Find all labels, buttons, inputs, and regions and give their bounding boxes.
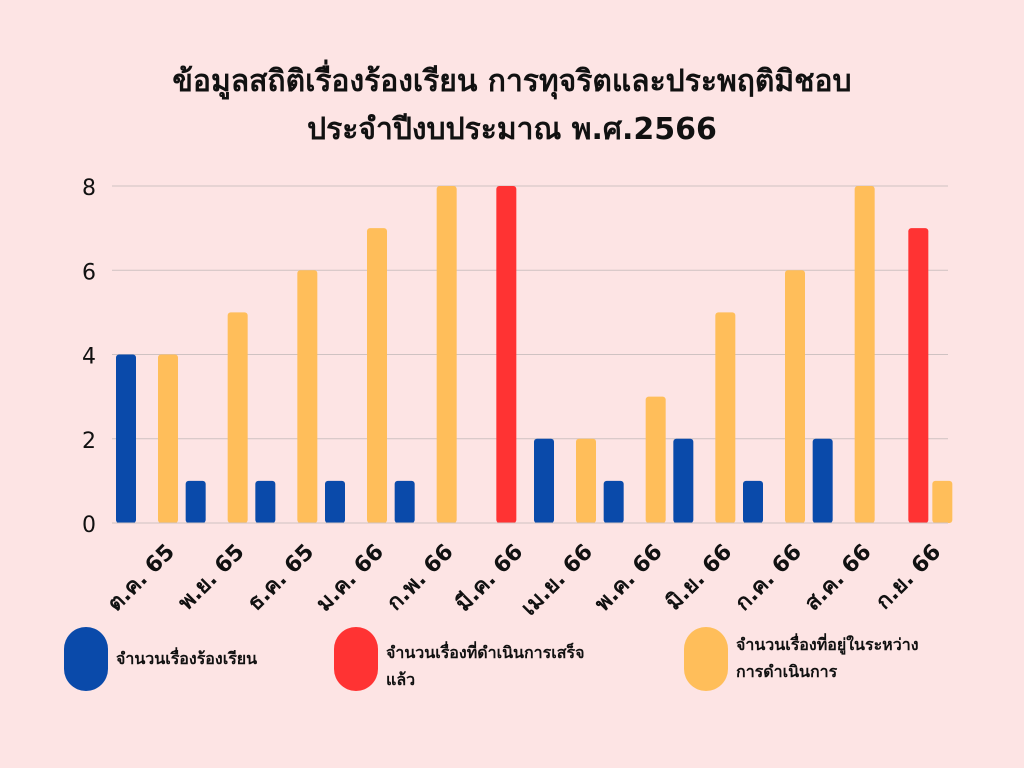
bar-complaints (812, 438, 833, 523)
bar-in-progress (854, 186, 875, 523)
legend-item-completed: จำนวนเรื่องที่ดำเนินการเสร็จ แล้ว (334, 627, 584, 693)
chart-title: ข้อมูลสถิติเรื่องร้องเรียน การทุจริตและป… (0, 58, 1024, 154)
bar-in-progress (158, 354, 178, 523)
legend-label-in-progress-line-2: การดำเนินการ (736, 662, 838, 681)
legend-swatch-completed (334, 627, 378, 691)
legend-swatch-in-progress (684, 627, 728, 691)
chart-title-line-2: ประจำปีงบประมาณ พ.ศ.2566 (307, 112, 717, 147)
bar-completed (496, 186, 517, 523)
bar-complaints (534, 438, 554, 523)
y-tick-label: 0 (82, 513, 96, 538)
legend-label-completed-line-1: จำนวนเรื่องที่ดำเนินการเสร็จ (386, 643, 585, 662)
bar-in-progress (645, 396, 666, 523)
bar-in-progress (436, 186, 457, 523)
bar-complaints (673, 438, 694, 523)
legend-label-complaints: จำนวนเรื่องร้องเรียน (116, 649, 258, 668)
y-tick-label: 6 (82, 260, 96, 285)
x-tick-label: ส.ค. 66 (800, 540, 876, 616)
bar-complaints (255, 480, 276, 523)
bar-completed (908, 228, 929, 523)
legend-label-completed-line-2: แล้ว (386, 670, 416, 689)
x-tick-label: พ.ค. 66 (590, 540, 667, 617)
legend-label-in-progress-line-1: จำนวนเรื่องที่อยู่ในระหว่าง (736, 635, 919, 654)
bar-in-progress (227, 312, 248, 523)
legend-swatch-complaints (64, 627, 108, 691)
x-tick-label: ก.ค. 66 (731, 540, 807, 616)
bar-complaints (394, 480, 415, 523)
y-tick-label: 2 (82, 429, 96, 454)
bar-complaints (185, 480, 206, 523)
x-tick-label: พ.ย. 65 (174, 540, 250, 616)
y-tick-label: 8 (82, 176, 96, 201)
x-tick-label: ม.ค. 66 (312, 540, 389, 617)
bar-complaints (743, 480, 763, 523)
bar-complaints (325, 480, 345, 523)
bar-in-progress (367, 228, 387, 523)
bar-complaints (603, 480, 624, 523)
x-tick-label: ก.พ. 66 (382, 540, 458, 616)
x-tick-label: ก.ย. 66 (871, 540, 946, 615)
bar-in-progress (297, 270, 318, 523)
legend-item-complaints: จำนวนเรื่องร้องเรียน (64, 627, 257, 691)
legend-item-in-progress: จำนวนเรื่องที่อยู่ในระหว่าง การดำเนินการ (684, 627, 919, 691)
bar-complaints (116, 354, 136, 523)
x-tick-label: มิ.ย. 66 (661, 540, 737, 616)
x-tick-label: ธ.ค. 65 (243, 540, 319, 616)
y-tick-label: 4 (82, 345, 96, 370)
bar-in-progress (715, 312, 736, 523)
bar-in-progress (785, 270, 805, 523)
x-tick-label: เม.ย. 66 (517, 540, 598, 621)
bar-in-progress (932, 480, 953, 523)
x-tick-label: ต.ค. 65 (103, 540, 180, 617)
bar-in-progress (576, 438, 596, 523)
chart-title-line-1: ข้อมูลสถิติเรื่องร้องเรียน การทุจริตและป… (172, 64, 852, 99)
x-tick-label: มี.ค. 66 (451, 540, 528, 617)
